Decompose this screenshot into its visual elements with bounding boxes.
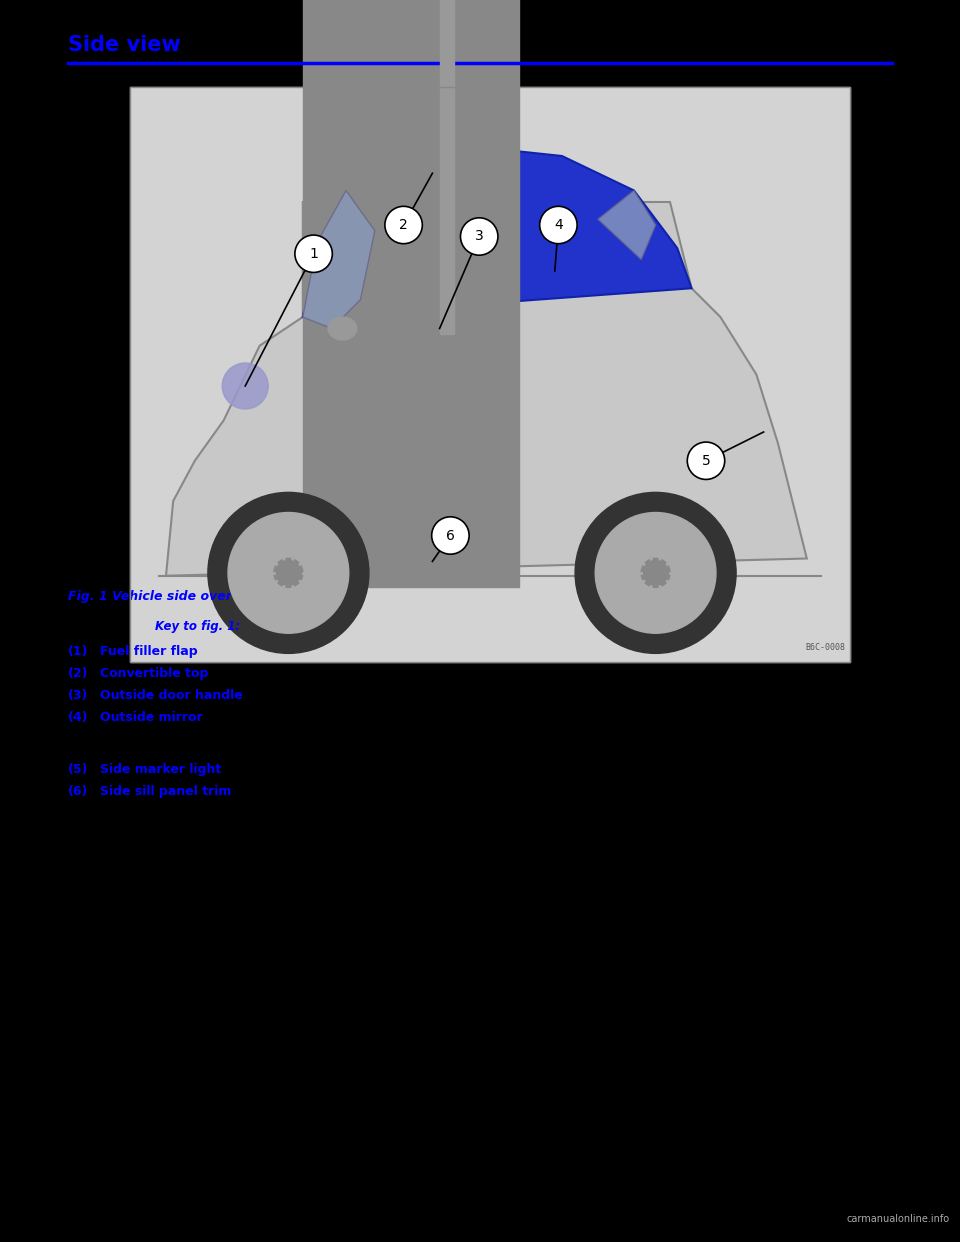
Circle shape <box>641 559 670 587</box>
Text: Fuel filler flap: Fuel filler flap <box>100 645 198 658</box>
Ellipse shape <box>295 235 332 272</box>
Ellipse shape <box>461 217 498 255</box>
Text: Outside mirror: Outside mirror <box>100 710 203 724</box>
Text: (4): (4) <box>68 710 88 724</box>
Bar <box>302 0 518 587</box>
Bar <box>130 87 850 662</box>
Bar <box>130 87 850 662</box>
Ellipse shape <box>385 206 422 243</box>
Text: Side sill panel trim: Side sill panel trim <box>100 785 231 799</box>
Circle shape <box>595 513 716 633</box>
Text: 3: 3 <box>475 230 484 243</box>
Text: Fig. 1 Vehicle side overview.: Fig. 1 Vehicle side overview. <box>68 590 268 604</box>
Text: Convertible top: Convertible top <box>100 667 208 681</box>
Circle shape <box>575 492 736 653</box>
Text: Key to fig. 1:: Key to fig. 1: <box>155 620 240 633</box>
Circle shape <box>222 363 268 409</box>
Ellipse shape <box>432 517 469 554</box>
Text: 6: 6 <box>446 529 455 543</box>
Text: B6C-0008: B6C-0008 <box>805 643 845 652</box>
Bar <box>440 0 454 334</box>
Circle shape <box>274 559 303 587</box>
PathPatch shape <box>302 144 691 317</box>
Text: 5: 5 <box>702 453 710 468</box>
Text: (1): (1) <box>68 645 88 658</box>
PathPatch shape <box>302 190 374 328</box>
PathPatch shape <box>598 190 656 260</box>
Ellipse shape <box>687 442 725 479</box>
Text: Outside door handle: Outside door handle <box>100 689 243 702</box>
Text: 2: 2 <box>399 219 408 232</box>
Text: –  Additional turn signal light: – Additional turn signal light <box>130 733 309 746</box>
Text: (5): (5) <box>68 763 88 776</box>
Text: (2): (2) <box>68 667 88 681</box>
Text: Side marker light: Side marker light <box>100 763 221 776</box>
Text: 1: 1 <box>309 247 318 261</box>
Text: (6): (6) <box>68 785 88 799</box>
Ellipse shape <box>328 317 357 340</box>
Text: (3): (3) <box>68 689 88 702</box>
Ellipse shape <box>540 206 577 243</box>
PathPatch shape <box>166 202 806 576</box>
Text: Side view: Side view <box>68 35 180 55</box>
Circle shape <box>228 513 348 633</box>
Text: 4: 4 <box>554 219 563 232</box>
Circle shape <box>208 492 369 653</box>
Text: carmanualonline.info: carmanualonline.info <box>847 1213 950 1225</box>
